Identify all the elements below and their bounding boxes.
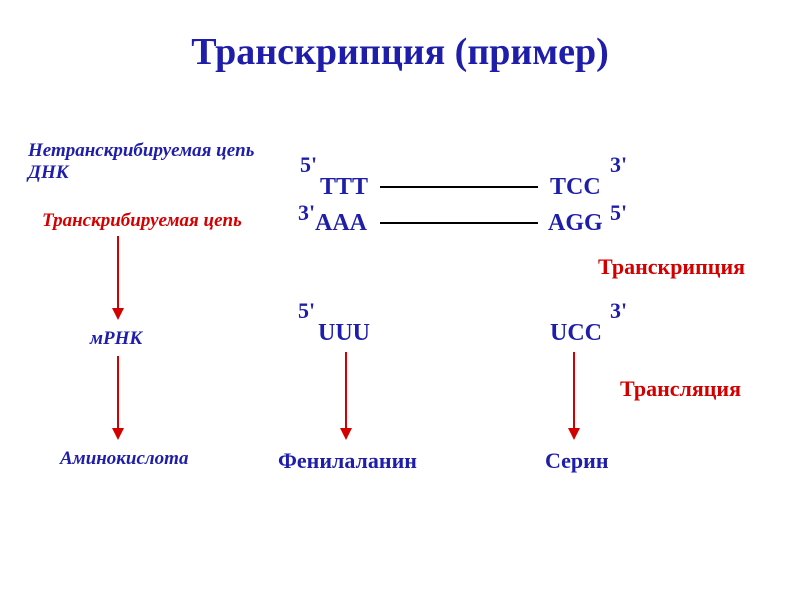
prime-5-mrna-left: 5' <box>298 298 315 324</box>
label-aminoacid: Аминокислота <box>60 448 188 470</box>
arrow-transcribed-to-mrna <box>108 236 128 320</box>
codon-tcc: TCC <box>550 174 601 201</box>
codon-ucc: UCC <box>550 320 602 347</box>
label-nontranscribed: Нетранскрибируемая цепь ДНК <box>28 140 278 184</box>
arrow-mrna-to-amino <box>108 356 128 440</box>
prime-3-top-right: 3' <box>610 152 627 178</box>
label-transcribed: Транскрибируемая цепь <box>42 210 242 232</box>
amino-serine: Серин <box>545 448 609 474</box>
prime-3-mid-left: 3' <box>298 200 315 226</box>
label-transcription: Транскрипция <box>598 254 745 280</box>
label-translation: Трансляция <box>620 376 741 402</box>
codon-agg: AGG <box>548 210 603 237</box>
prime-5-mid-right: 5' <box>610 200 627 226</box>
page-title: Транскрипция (пример) <box>191 30 609 74</box>
prime-3-mrna-right: 3' <box>610 298 627 324</box>
codon-ttt: TTT <box>320 174 368 201</box>
codon-uuu: UUU <box>318 320 370 347</box>
arrow-uuu-to-phe <box>336 352 356 440</box>
label-mrna: мРНК <box>90 328 142 350</box>
connector-line-top <box>380 186 538 188</box>
arrow-ucc-to-ser <box>564 352 584 440</box>
codon-aaa: AAA <box>315 210 367 237</box>
prime-5-top-left: 5' <box>300 152 317 178</box>
connector-line-bottom <box>380 222 538 224</box>
amino-phenylalanine: Фенилаланин <box>278 448 417 474</box>
